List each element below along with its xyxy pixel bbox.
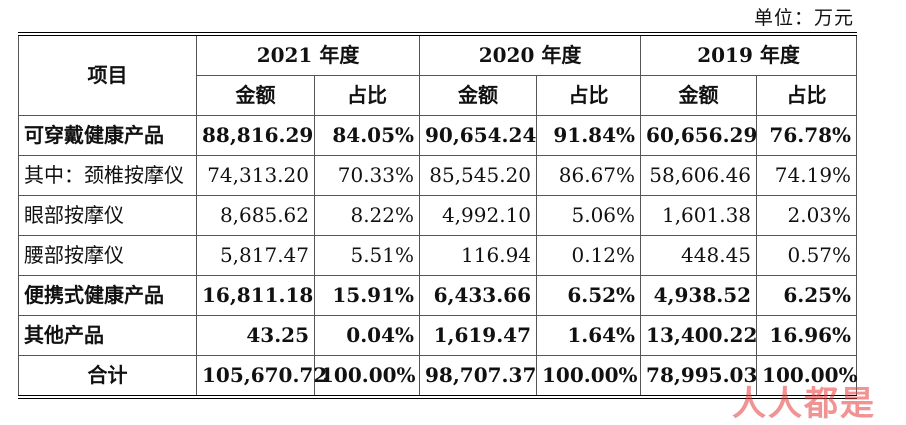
row-label: 腰部按摩仪 [18, 235, 197, 276]
amount-cell: 60,656.29 [640, 115, 757, 156]
ratio-cell: 2.03% [756, 195, 858, 236]
unit-label: 单位：万元 [753, 7, 854, 29]
ratio-cell: 70.33% [313, 155, 421, 196]
amount-cell: 43.25 [196, 315, 315, 356]
ratio-cell: 5.06% [536, 195, 642, 236]
amount-cell: 16,811.18 [196, 275, 315, 316]
header-year-2020: 2020 年度 [419, 32, 642, 76]
ratio-cell: 84.05% [313, 115, 421, 156]
amount-cell: 90,654.24 [419, 115, 538, 156]
header-item: 项目 [18, 32, 197, 116]
header-amount: 金额 [196, 75, 315, 116]
row-label: 合计 [18, 355, 197, 399]
amount-cell: 88,816.29 [196, 115, 315, 156]
amount-cell: 98,707.37 [419, 355, 538, 399]
amount-cell: 78,995.03 [640, 355, 757, 399]
amount-cell: 448.45 [640, 235, 758, 276]
amount-cell: 8,685.62 [196, 195, 315, 236]
row-label: 眼部按摩仪 [18, 195, 197, 236]
table-row: 其他产品 43.25 0.04% 1,619.47 1.64% 13,400.22 16.9… [18, 315, 858, 356]
ratio-cell: 74.19% [756, 155, 858, 196]
ratio-cell: 100.00% [756, 355, 858, 399]
ratio-cell: 100.00% [313, 355, 421, 399]
header-ratio: 占比 [313, 75, 421, 116]
amount-cell: 58,606.46 [640, 155, 758, 196]
revenue-table: 项目 2021 年度 2020 年度 2019 年度 金额 占比 金额 占比 金… [18, 32, 858, 399]
amount-cell: 105,670.72 [196, 355, 327, 399]
ratio-cell: 86.67% [536, 155, 642, 196]
row-label: 其他产品 [18, 315, 197, 356]
table-row: 便携式健康产品 16,811.18 15.91% 6,433.66 6.52% 4,938… [18, 275, 858, 316]
ratio-cell: 8.22% [313, 195, 421, 236]
header-ratio: 占比 [536, 75, 642, 116]
row-label: 便携式健康产品 [18, 275, 197, 316]
amount-cell: 74,313.20 [196, 155, 315, 196]
amount-cell: 6,433.66 [419, 275, 538, 316]
ratio-cell: 0.57% [756, 235, 858, 276]
ratio-cell: 16.96% [756, 315, 858, 356]
header-row-years: 项目 2021 年度 2020 年度 2019 年度 [18, 32, 858, 116]
amount-cell: 85,545.20 [419, 155, 538, 196]
ratio-cell: 100.00% [536, 355, 642, 399]
amount-cell: 1,619.47 [419, 315, 538, 356]
ratio-cell: 5.51% [313, 235, 421, 276]
header-ratio: 占比 [756, 75, 858, 116]
row-label: 可穿戴健康产品 [18, 115, 197, 156]
amount-cell: 1,601.38 [640, 195, 758, 236]
header-year-2021: 2021 年度 [195, 32, 421, 76]
ratio-cell: 0.04% [313, 315, 421, 356]
table-row: 合计 105,670.72 100.00% 98,707.37 100.00% 78,99… [18, 355, 858, 399]
table-body: 可穿戴健康产品 88,816.29 84.05% 90,654.24 91.84% 60,… [18, 115, 858, 399]
table-row: 眼部按摩仪 8,685.62 8.22% 4,992.10 5.06% 1,601.38 2… [18, 195, 858, 236]
row-label: 其中：颈椎按摩仪 [18, 155, 197, 196]
ratio-cell: 6.25% [756, 275, 858, 316]
amount-cell: 13,400.22 [640, 315, 757, 356]
amount-cell: 4,938.52 [640, 275, 758, 316]
header-year-2019: 2019 年度 [640, 32, 858, 76]
table-row: 其中：颈椎按摩仪 74,313.20 70.33% 85,545.20 86.67% 58… [18, 155, 858, 196]
amount-cell: 5,817.47 [196, 235, 315, 276]
ratio-cell: 15.91% [313, 275, 421, 316]
header-amount: 金额 [640, 75, 758, 116]
ratio-cell: 1.64% [536, 315, 642, 356]
table-row: 可穿戴健康产品 88,816.29 84.05% 90,654.24 91.84% 60,… [18, 115, 858, 156]
ratio-cell: 91.84% [536, 115, 642, 156]
header-amount: 金额 [419, 75, 538, 116]
table-row: 腰部按摩仪 5,817.47 5.51% 116.94 0.12% 448.45 0.57% [18, 235, 858, 276]
ratio-cell: 6.52% [536, 275, 642, 316]
ratio-cell: 0.12% [536, 235, 642, 276]
ratio-cell: 76.78% [756, 115, 858, 156]
amount-cell: 116.94 [419, 235, 538, 276]
amount-cell: 4,992.10 [419, 195, 538, 236]
watermark-logo: 人人都是 [732, 384, 876, 424]
